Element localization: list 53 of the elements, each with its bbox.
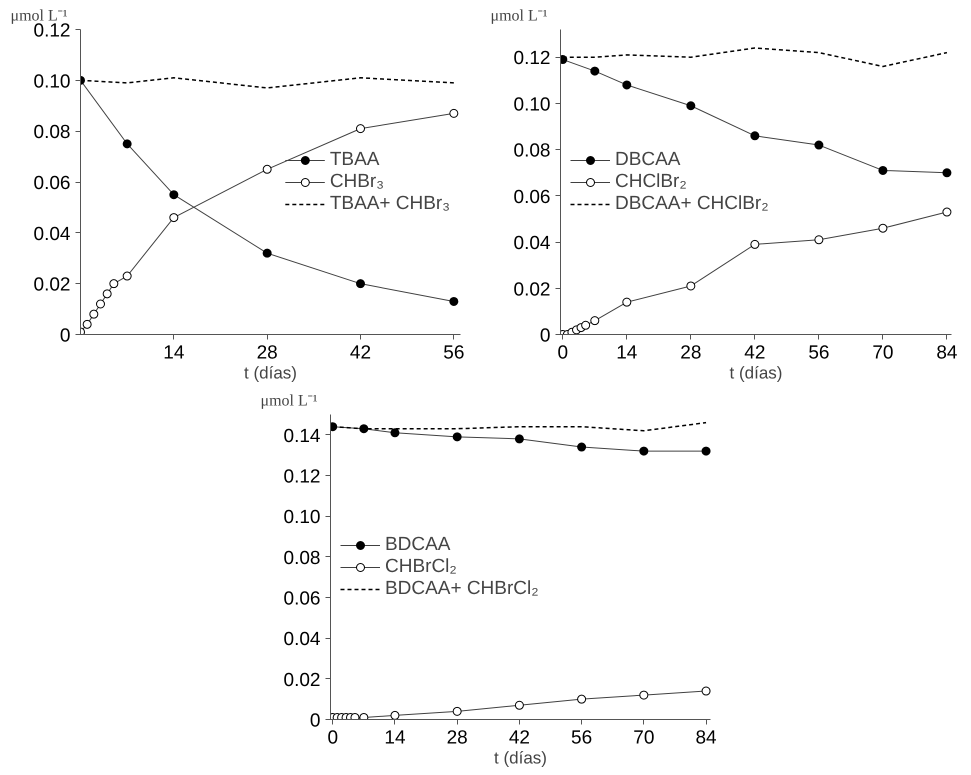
y-axis-title: μmol L⁻¹ <box>490 8 548 24</box>
y-tick-label: 0.04 <box>284 629 321 650</box>
y-tick-label: 0.10 <box>514 94 551 116</box>
y-tick-label: 0 <box>60 326 71 346</box>
legend-label: BDCAA+ CHBrCl₂ <box>385 578 539 600</box>
x-tick-label: 56 <box>808 342 830 364</box>
x-tick-label: 14 <box>616 342 638 364</box>
x-tick-label: 28 <box>256 342 278 364</box>
legend-label: DBCAA <box>615 148 680 170</box>
y-tick-label: 0.10 <box>34 71 71 92</box>
legend-label: DBCAA+ CHClBr₂ <box>615 192 769 214</box>
x-tick-label: 42 <box>350 342 372 364</box>
y-tick-label: 0 <box>310 710 321 732</box>
x-tick-label: 28 <box>680 342 702 364</box>
x-tick-label: 42 <box>508 728 530 748</box>
legend-label: CHBr₃ <box>330 170 384 192</box>
y-tick-label: 0.06 <box>34 173 71 194</box>
x-tick-label: 14 <box>384 728 406 748</box>
y-tick-label: 0.04 <box>514 233 551 254</box>
y-tick-label: 0.08 <box>34 122 71 144</box>
y-axis-title: μmol L⁻¹ <box>260 392 318 410</box>
legend-label: CHClBr₂ <box>615 170 687 192</box>
y-tick-label: 0 <box>540 326 551 346</box>
x-tick-label: 70 <box>872 342 894 364</box>
x-tick-label: 56 <box>443 342 464 364</box>
y-tick-label: 0.12 <box>284 466 321 488</box>
x-axis-title: t (días) <box>494 748 547 768</box>
y-tick-label: 0.10 <box>284 507 321 528</box>
y-tick-label: 0.02 <box>34 274 71 296</box>
x-axis-title: t (días) <box>244 364 297 382</box>
legend-label: TBAA <box>330 148 380 170</box>
x-tick-label: 84 <box>936 342 958 364</box>
legend-label: TBAA+ CHBr₃ <box>330 192 450 214</box>
y-tick-label: 0.08 <box>284 548 321 569</box>
legend-label: CHBrCl₂ <box>385 556 457 578</box>
x-tick-label: 56 <box>571 728 592 748</box>
y-tick-label: 0.08 <box>514 140 551 162</box>
y-tick-label: 0.02 <box>514 279 551 300</box>
y-tick-label: 0.12 <box>514 48 551 70</box>
x-axis-title: t (días) <box>730 364 782 382</box>
x-tick-label: 0 <box>327 728 338 748</box>
x-tick-label: 42 <box>744 342 766 364</box>
y-tick-label: 0.02 <box>284 670 321 691</box>
y-tick-label: 0.04 <box>34 224 71 245</box>
x-tick-label: 28 <box>446 728 468 748</box>
x-tick-label: 14 <box>163 342 185 364</box>
y-tick-label: 0.06 <box>514 186 551 208</box>
y-tick-label: 0.06 <box>284 588 321 610</box>
y-tick-label: 0.14 <box>284 426 321 447</box>
legend-label: BDCAA <box>385 534 450 556</box>
x-tick-label: 70 <box>633 728 654 748</box>
x-tick-label: 0 <box>558 342 568 364</box>
x-tick-label: 84 <box>695 728 718 748</box>
